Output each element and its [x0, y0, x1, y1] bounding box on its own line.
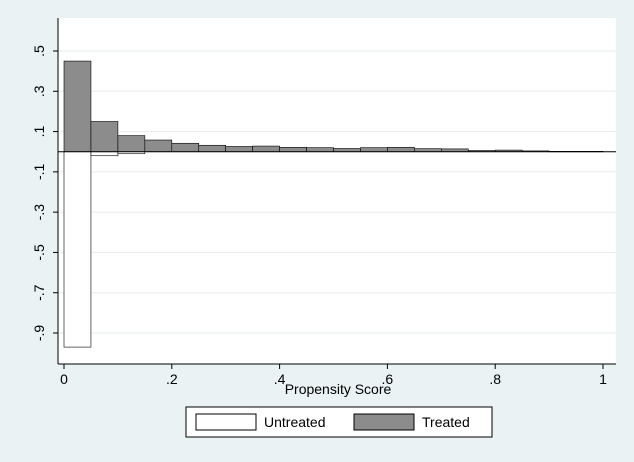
y-tick-label: .1	[31, 126, 47, 138]
treated-bar	[144, 139, 173, 153]
y-tick-label: -.3	[31, 204, 47, 221]
untreated-bar	[90, 151, 119, 157]
y-tick-label: -.7	[31, 284, 47, 301]
legend: Untreated Treated	[185, 406, 493, 438]
x-tick-label: .2	[166, 371, 178, 387]
treated-bar	[252, 145, 280, 153]
x-tick-label: 1	[599, 371, 607, 387]
x-axis-title: Propensity Score	[285, 381, 392, 397]
treated-bar	[90, 121, 119, 153]
treated-bar	[387, 146, 415, 153]
x-tick-label: .4	[274, 371, 286, 387]
legend-label-untreated: Untreated	[264, 414, 325, 430]
treated-bar	[198, 144, 227, 153]
treated-bar	[225, 146, 253, 153]
y-tick-label: -.9	[31, 325, 47, 342]
y-tick-label: .5	[31, 45, 47, 57]
treated-bar	[171, 142, 200, 153]
treated-bar	[117, 135, 146, 153]
treated-bar	[360, 147, 388, 153]
x-tick-label: .8	[489, 371, 501, 387]
y-tick-label: -.1	[31, 163, 47, 180]
x-tick-label: 0	[60, 371, 68, 387]
treated-bar	[306, 147, 334, 153]
x-tick-label: .6	[382, 371, 394, 387]
treated-bar	[63, 60, 92, 153]
treated-bar	[279, 146, 307, 153]
y-tick-label: .3	[31, 85, 47, 97]
legend-swatch-treated	[353, 413, 415, 431]
y-axis: .5 .3 .1 -.1 -.3 -.5 -.7 -.9	[31, 18, 59, 364]
legend-label-treated: Treated	[422, 414, 470, 430]
bars	[63, 60, 604, 348]
legend-swatch-untreated	[195, 413, 257, 431]
untreated-bar	[63, 151, 92, 348]
x-axis: 0 .2 .4 .6 .8 1	[58, 363, 616, 387]
grid-lines	[58, 50, 616, 334]
y-tick-label: -.5	[31, 244, 47, 261]
plot-area	[58, 18, 616, 364]
